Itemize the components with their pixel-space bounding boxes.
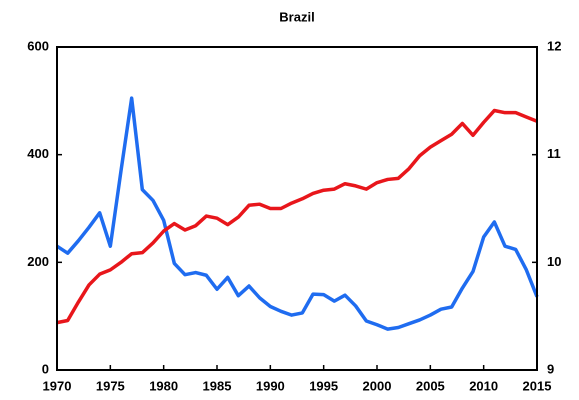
y-tick-label: 600 [27,38,49,53]
x-tick-label: 2005 [416,378,445,393]
y2-tick-label: 12 [547,38,561,53]
y-tick-label: 200 [27,254,49,269]
plot-frame [56,46,538,371]
data-line [56,96,539,331]
y2-tick-label: 11 [547,146,561,161]
chart-title: Brazil [279,9,314,24]
x-tick-label: 1970 [43,378,72,393]
x-tick-label: 2015 [523,378,552,393]
data-line [56,108,538,325]
x-tick-label: 2010 [469,378,498,393]
y-tick-label: 400 [27,146,49,161]
x-tick-label: 1995 [309,378,338,393]
x-tick-label: 2000 [363,378,392,393]
x-tick-label: 1990 [256,378,285,393]
y2-tick-label: 10 [547,254,561,269]
x-tick-label: 1975 [96,378,125,393]
x-tick-label: 1985 [203,378,232,393]
x-tick-label: 1980 [149,378,178,393]
y2-tick-label: 9 [547,361,554,376]
y-tick-label: 0 [42,361,49,376]
